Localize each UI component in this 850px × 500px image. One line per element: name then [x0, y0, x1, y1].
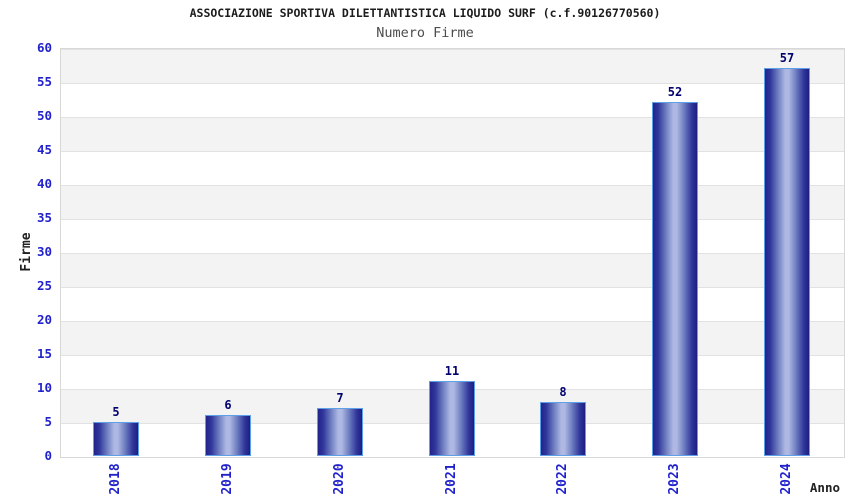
bar-value-label: 57: [779, 51, 795, 65]
x-tick-label: 2024: [779, 463, 794, 495]
bar-value-label: 8: [559, 385, 567, 399]
y-tick-label: 35: [36, 210, 52, 225]
x-tick-label: 2022: [555, 463, 570, 495]
bar-2019: [205, 415, 251, 456]
chart-subtitle: Numero Firme: [376, 25, 474, 41]
bar-2023: [652, 102, 698, 456]
y-axis-title: Firme: [19, 232, 34, 272]
x-tick-label: 2019: [220, 463, 235, 495]
y-tick-label: 10: [36, 380, 52, 395]
y-tick-label: 25: [36, 278, 52, 293]
chart-title: ASSOCIAZIONE SPORTIVA DILETTANTISTICA LI…: [189, 6, 661, 20]
x-tick-label: 2021: [444, 463, 459, 495]
x-axis-title: Anno: [809, 480, 840, 495]
y-tick-label: 40: [36, 176, 52, 191]
bar-value-label: 11: [444, 364, 460, 378]
bar-value-label: 5: [112, 405, 120, 419]
x-tick-label: 2018: [108, 463, 123, 495]
bar-value-label: 52: [667, 85, 683, 99]
y-tick-label: 15: [36, 346, 52, 361]
x-tick-label: 2020: [332, 463, 347, 495]
y-tick-label: 60: [36, 40, 52, 55]
y-tick-label: 30: [36, 244, 52, 259]
bar-2021: [429, 381, 475, 456]
bar-2020: [317, 408, 363, 456]
bar-value-label: 7: [336, 391, 344, 405]
bar-2024: [764, 68, 810, 456]
y-tick-label: 55: [36, 74, 52, 89]
y-tick-label: 20: [36, 312, 52, 327]
bar-2018: [93, 422, 139, 456]
y-tick-label: 50: [36, 108, 52, 123]
bar-value-label: 6: [224, 398, 232, 412]
y-tick-label: 0: [44, 448, 52, 463]
y-tick-label: 5: [44, 414, 52, 429]
bar-2022: [540, 402, 586, 456]
x-tick-label: 2023: [667, 463, 682, 495]
y-tick-label: 45: [36, 142, 52, 157]
